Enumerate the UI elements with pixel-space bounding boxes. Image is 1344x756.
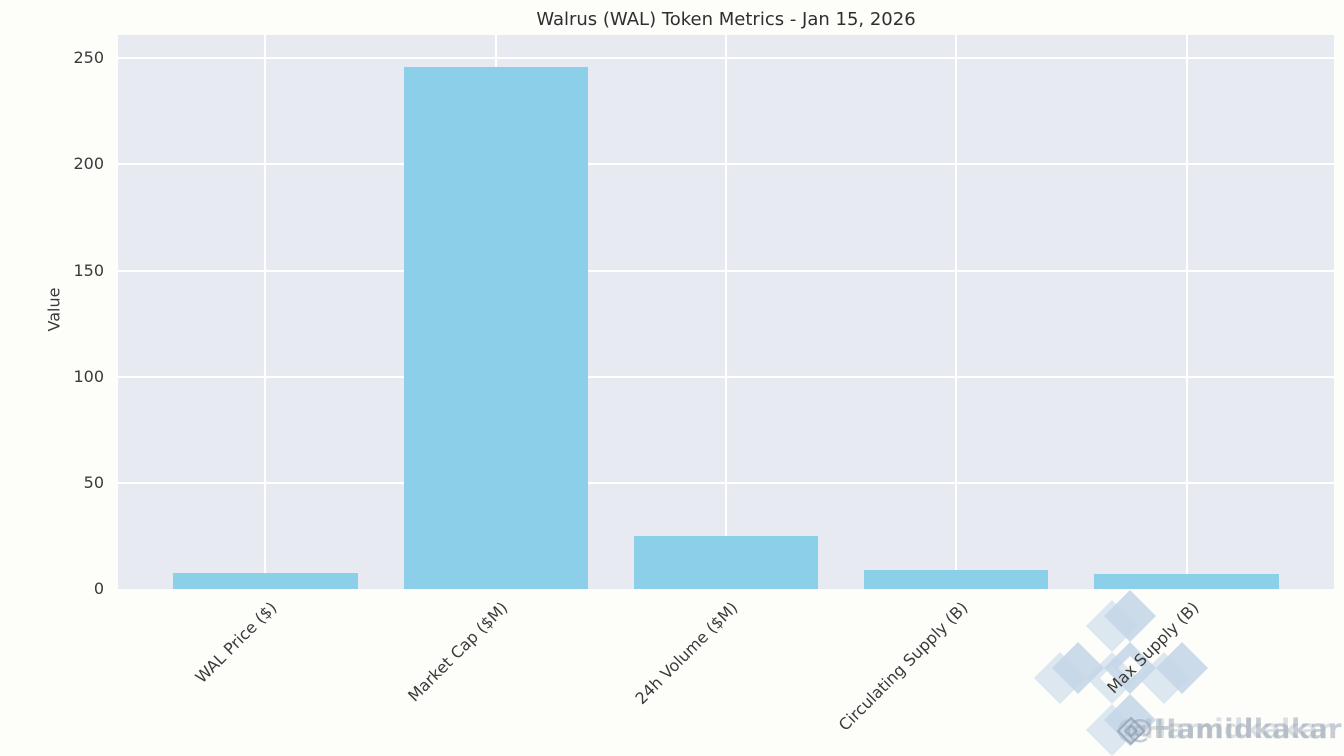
x-tick-label-4: Max Supply (B) bbox=[1102, 598, 1203, 698]
y-tick-label-0: 0 bbox=[93, 579, 104, 598]
gridline-x-0 bbox=[264, 35, 267, 589]
watermark-handle: @Hamidkakar bbox=[1126, 714, 1342, 745]
gridline-x-3 bbox=[955, 35, 958, 589]
gridline-x-2 bbox=[725, 35, 727, 589]
bar-24h-volume-m bbox=[633, 535, 819, 589]
x-tick-label-0: WAL Price ($) bbox=[191, 598, 281, 687]
x-tick-label-1: Market Cap ($M) bbox=[403, 598, 512, 706]
binance-logo-small-icon bbox=[1116, 716, 1146, 746]
y-tick-label-100: 100 bbox=[73, 366, 104, 386]
bar-max-supply-b bbox=[1094, 574, 1279, 589]
bar-market-cap-m bbox=[403, 66, 588, 589]
gridline-x-4 bbox=[1185, 35, 1188, 589]
x-tick-label-2: 24h Volume ($M) bbox=[631, 598, 742, 709]
x-tick-label-3: Circulating Supply (B) bbox=[835, 598, 972, 735]
bar-wal-price bbox=[173, 573, 358, 589]
chart-title: Walrus (WAL) Token Metrics - Jan 15, 202… bbox=[536, 9, 916, 30]
bar-circulating-supply-b bbox=[864, 570, 1049, 589]
y-tick-label-200: 200 bbox=[73, 154, 104, 174]
y-axis-label: Value bbox=[44, 287, 64, 332]
y-tick-label-50: 50 bbox=[83, 472, 104, 492]
y-tick-label-250: 250 bbox=[73, 48, 104, 68]
watermark-handle-ghost: @Hamidkakar bbox=[1116, 714, 1332, 745]
y-tick-label-150: 150 bbox=[73, 260, 104, 280]
plot-area bbox=[118, 35, 1334, 589]
